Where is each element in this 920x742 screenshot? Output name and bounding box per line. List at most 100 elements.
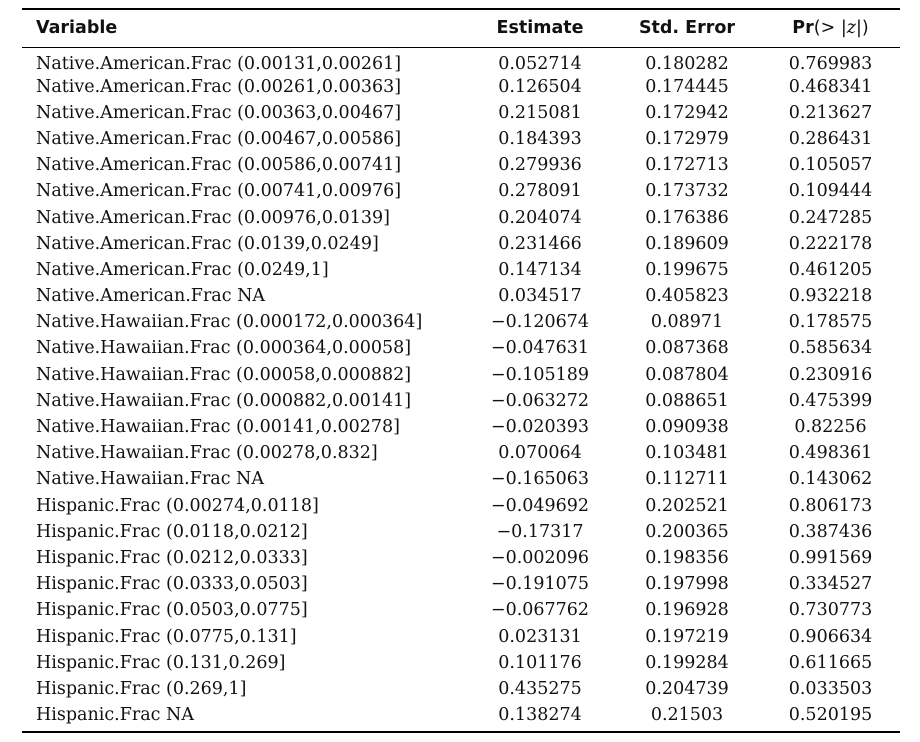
table-row: Native.American.Frac NA 0.034517 0.405823 0… [22,283,900,309]
cell-std-error: 0.087804 [645,364,729,385]
cell-std-error: 0.21503 [650,705,724,726]
header-p-value-z: z [846,18,856,39]
table-row: Native.American.Frac (0.00261,0.00363] 0.… [22,74,900,100]
cell-estimate: −0.020393 [490,417,590,438]
cell-variable: Native.Hawaiian.Frac (0.00278,0.832] [36,443,378,464]
table-row: Native.American.Frac (0.0139,0.0249] 0.23… [22,231,900,257]
cell-std-error: 0.180282 [645,53,729,74]
cell-std-error: 0.199284 [645,652,729,673]
cell-p-value: 0.230916 [788,364,873,385]
cell-p-value: 0.222178 [788,233,873,254]
cell-std-error: 0.202521 [645,495,729,516]
table-row: Native.Hawaiian.Frac (0.000882,0.00141] −… [22,388,900,414]
cell-estimate: −0.191075 [490,574,590,595]
table-row: Hispanic.Frac (0.269,1] 0.435275 0.204739 0… [22,676,900,702]
cell-p-value: 0.247285 [788,207,873,228]
cell-variable: Native.American.Frac (0.00976,0.0139] [36,207,390,228]
cell-variable: Native.Hawaiian.Frac NA [36,469,265,490]
cell-estimate: 0.278091 [498,181,582,202]
table-row: Native.American.Frac (0.00363,0.00467] 0.… [22,100,900,126]
cell-variable: Hispanic.Frac (0.0503,0.0775] [36,600,308,621]
cell-estimate: 0.034517 [498,286,582,307]
cell-p-value: 0.585634 [788,338,873,359]
cell-p-value: 0.213627 [788,102,873,123]
table-header: Variable Estimate Std. Error Pr(> |z|) [22,9,900,47]
cell-std-error: 0.198356 [645,547,729,568]
cell-p-value: 0.806173 [788,495,873,516]
cell-p-value: 0.387436 [788,521,873,542]
header-p-value-open: (> | [813,18,847,39]
cell-variable: Native.American.Frac (0.00467,0.00586] [36,128,402,149]
cell-variable: Native.American.Frac NA [36,286,266,307]
table-row: Native.American.Frac (0.00741,0.00976] 0.… [22,178,900,204]
cell-p-value: 0.475399 [788,390,873,411]
cell-variable: Native.Hawaiian.Frac (0.000882,0.00141] [36,390,412,411]
cell-estimate: −0.120674 [490,312,590,333]
cell-variable: Native.American.Frac (0.00586,0.00741] [36,155,402,176]
cell-std-error: 0.204739 [645,678,729,699]
cell-std-error: 0.112711 [645,469,729,490]
cell-estimate: 0.023131 [498,626,582,647]
cell-std-error: 0.172979 [645,128,729,149]
cell-p-value: 0.334527 [788,574,873,595]
cell-p-value: 0.520195 [788,705,873,726]
table-row: Native.American.Frac (0.0249,1] 0.147134 0… [22,257,900,283]
cell-variable: Native.American.Frac (0.0139,0.0249] [36,233,379,254]
header-variable: Variable [36,18,118,39]
cell-variable: Hispanic.Frac (0.0118,0.0212] [36,521,308,542]
cell-p-value: 0.932218 [788,286,873,307]
cell-variable: Hispanic.Frac (0.0775,0.131] [36,626,297,647]
cell-estimate: 0.070064 [498,443,582,464]
cell-estimate: −0.049692 [490,495,590,516]
cell-std-error: 0.08971 [650,312,724,333]
table-row: Native.Hawaiian.Frac (0.00141,0.00278] −0… [22,414,900,440]
table-row: Native.Hawaiian.Frac (0.000172,0.000364]… [22,309,900,335]
cell-std-error: 0.103481 [645,443,729,464]
cell-estimate: 0.138274 [498,705,582,726]
cell-estimate: −0.047631 [490,338,590,359]
table-row: Native.Hawaiian.Frac (0.00278,0.832] 0.07… [22,440,900,466]
cell-std-error: 0.172713 [645,155,729,176]
cell-p-value: 0.033503 [788,678,873,699]
cell-std-error: 0.200365 [645,521,729,542]
cell-variable: Native.Hawaiian.Frac (0.000172,0.000364] [36,312,423,333]
table-row: Hispanic.Frac (0.00274,0.0118] −0.049692 0… [22,493,900,519]
cell-variable: Native.American.Frac (0.0249,1] [36,259,329,280]
cell-estimate: 0.279936 [498,155,582,176]
cell-p-value: 0.468341 [788,76,873,97]
cell-estimate: 0.052714 [498,53,582,74]
table-row: Hispanic.Frac NA 0.138274 0.21503 0.520195 [22,702,900,728]
table-row: Hispanic.Frac (0.0212,0.0333] −0.002096 0.… [22,545,900,571]
header-p-value-close: |) [855,18,869,39]
table-row: Native.Hawaiian.Frac NA −0.165063 0.112711… [22,466,900,492]
cell-p-value: 0.461205 [788,259,873,280]
cell-estimate: 0.184393 [498,128,582,149]
cell-estimate: 0.101176 [498,652,582,673]
cell-std-error: 0.087368 [645,338,729,359]
cell-estimate: 0.215081 [498,102,582,123]
cell-p-value: 0.991569 [788,547,873,568]
cell-std-error: 0.196928 [645,600,729,621]
cell-variable: Native.American.Frac (0.00363,0.00467] [36,102,402,123]
table-row: Native.American.Frac (0.00131,0.00261] 0.… [22,47,900,74]
cell-std-error: 0.176386 [645,207,729,228]
cell-variable: Hispanic.Frac (0.00274,0.0118] [36,495,319,516]
cell-p-value: 0.906634 [788,626,873,647]
cell-std-error: 0.173732 [645,181,729,202]
table-bottom-rule [22,731,900,733]
cell-p-value: 0.143062 [788,469,873,490]
table-row: Native.American.Frac (0.00586,0.00741] 0.… [22,152,900,178]
cell-estimate: 0.204074 [498,207,582,228]
cell-std-error: 0.405823 [645,286,729,307]
regression-table-container: Variable Estimate Std. Error Pr(> |z|) N… [22,8,900,728]
cell-p-value: 0.105057 [788,155,873,176]
cell-p-value: 0.611665 [788,652,873,673]
cell-variable: Hispanic.Frac NA [36,705,194,726]
cell-std-error: 0.172942 [645,102,729,123]
header-estimate: Estimate [496,18,584,39]
cell-variable: Native.Hawaiian.Frac (0.000364,0.00058] [36,338,412,359]
cell-variable: Hispanic.Frac (0.131,0.269] [36,652,286,673]
table-row: Hispanic.Frac (0.0503,0.0775] −0.067762 0.… [22,597,900,623]
cell-variable: Native.Hawaiian.Frac (0.00141,0.00278] [36,417,401,438]
cell-std-error: 0.197998 [645,574,729,595]
